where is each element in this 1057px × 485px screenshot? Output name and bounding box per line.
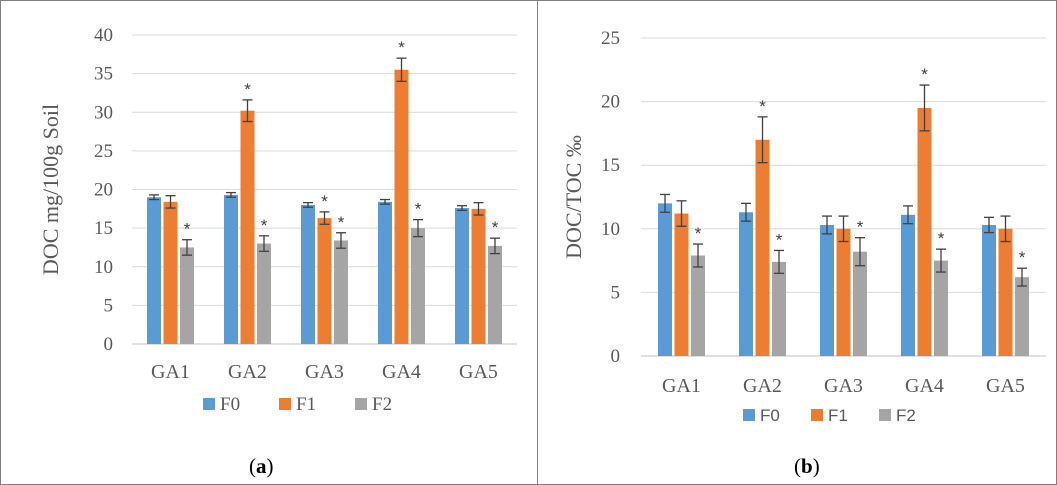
chart-b-category-label: GA1 (662, 375, 701, 397)
chart-b-svg: 0 5 10 15 20 25 DOC/TOC ‰ * GA1 * * GA2 * GA3 * * GA4 * GA… (561, 28, 1046, 425)
chart-a-significance-marker: * (244, 80, 251, 99)
chart-b-significance-marker: * (938, 229, 945, 248)
chart-a-legend-label-f1: F1 (296, 394, 316, 415)
chart-b-bar-f2 (934, 260, 948, 356)
chart-a-bar-f2 (411, 228, 425, 344)
chart-a-legend-swatch-f0 (203, 398, 215, 410)
chart-b-bar-f2 (853, 251, 867, 356)
caption-b-close: ) (812, 454, 820, 478)
caption-a-open: ( (249, 454, 256, 478)
chart-a-y-tick-label: 30 (94, 102, 113, 123)
chart-a-bar-f2 (334, 240, 348, 344)
chart-a-significance-marker: * (261, 216, 268, 235)
chart-b-y-tick-label: 15 (601, 155, 620, 176)
chart-a-y-tick-label: 5 (104, 295, 114, 316)
chart-a-bar-f0 (224, 194, 238, 344)
chart-a-y-tick-label: 10 (94, 257, 113, 278)
chart-a-bar-f1 (317, 218, 332, 344)
chart-a-category-label: GA4 (382, 361, 421, 383)
chart-a-legend-swatch-f1 (279, 398, 291, 410)
chart-b-y-tick-label: 10 (601, 219, 620, 240)
chart-b-category-label: GA4 (905, 375, 944, 397)
caption-a-close: ) (266, 454, 274, 478)
chart-b-significance-marker: * (695, 224, 702, 243)
chart-a-bar-f2 (257, 243, 271, 344)
chart-b-bar-f1 (674, 213, 689, 356)
chart-b-category-label: GA5 (986, 375, 1025, 397)
chart-b-y-axis-label: DOC/TOC ‰ (561, 135, 586, 259)
caption-b: (b) (794, 454, 820, 479)
chart-a-significance-marker: * (321, 192, 328, 211)
chart-b-y-tick-label: 20 (601, 92, 620, 113)
chart-b-bar-f0 (658, 203, 672, 356)
chart-a-category-label: GA5 (459, 361, 498, 383)
chart-a-bar-f0 (301, 204, 315, 344)
chart-b-bar-f0 (739, 212, 753, 356)
chart-b-significance-marker: * (776, 230, 783, 249)
chart-a-bar-f0 (455, 208, 469, 344)
chart-b-y-tick-label: 0 (611, 346, 621, 367)
chart-b-bar-f2 (772, 261, 786, 356)
chart-a-y-tick-label: 40 (94, 25, 113, 46)
chart-b-bar-f2 (691, 255, 705, 356)
chart-b-legend-label-f0: F0 (760, 406, 780, 425)
chart-a-y-axis-label: DOC mg/100g Soil (38, 104, 63, 275)
chart-a-significance-marker: * (184, 220, 191, 239)
chart-b-bar-f0 (982, 224, 996, 356)
chart-b-significance-marker: * (921, 65, 928, 84)
chart-b-category-label: GA3 (824, 375, 863, 397)
chart-b-bar-f0 (820, 224, 834, 356)
chart-a-legend-label-f2: F2 (372, 394, 392, 415)
chart-b-legend-label-f2: F2 (896, 406, 916, 425)
chart-a-category-label: GA1 (151, 361, 190, 383)
chart-panel-a: 0 5 10 15 20 25 30 35 40 DOC mg/100g Soil * GA1 * * GA… (0, 0, 538, 485)
chart-b-bar-f2 (1015, 277, 1029, 356)
chart-a-bar-f1 (240, 110, 255, 344)
chart-a-bar-f1 (471, 208, 486, 344)
chart-a-y-tick-label: 20 (94, 180, 113, 201)
caption-b-letter: b (801, 454, 813, 478)
caption-a: (a) (249, 454, 274, 479)
chart-b-legend-swatch-f2 (879, 409, 891, 421)
chart-b-legend-swatch-f0 (743, 409, 755, 421)
chart-b-significance-marker: * (857, 218, 864, 237)
chart-b-category-label: GA2 (743, 375, 782, 397)
chart-a-legend-swatch-f2 (355, 398, 367, 410)
chart-b-legend-label-f1: F1 (828, 406, 848, 425)
chart-a-bar-f2 (180, 247, 194, 344)
chart-a-bar-f0 (378, 201, 392, 344)
chart-b-bar-f1 (755, 139, 770, 356)
chart-b-y-tick-label: 25 (601, 28, 620, 49)
chart-a-significance-marker: * (338, 213, 345, 232)
chart-a-significance-marker: * (398, 38, 405, 57)
chart-a-bar-f1 (394, 69, 409, 344)
chart-b-legend-swatch-f1 (811, 409, 823, 421)
chart-a-y-tick-label: 0 (104, 334, 114, 355)
chart-b-bar-f0 (901, 214, 915, 356)
chart-a-category-label: GA2 (228, 361, 267, 383)
chart-b-significance-marker: * (759, 97, 766, 116)
chart-b-significance-marker: * (1019, 248, 1026, 267)
chart-a-bar-f1 (163, 201, 178, 344)
chart-b-bar-f1 (998, 228, 1013, 356)
chart-b-bar-f1 (917, 107, 932, 357)
chart-a-bar-f0 (147, 197, 161, 344)
caption-a-letter: a (256, 454, 267, 478)
chart-b-y-tick-label: 5 (611, 282, 621, 303)
chart-a-legend-label-f0: F0 (220, 394, 240, 415)
chart-a-svg: 0 5 10 15 20 25 30 35 40 DOC mg/100g Soil * GA1 * * GA… (38, 25, 517, 415)
chart-a-y-tick-label: 15 (94, 218, 113, 239)
chart-a-category-label: GA3 (305, 361, 344, 383)
chart-a-bar-f2 (488, 245, 502, 344)
chart-a-significance-marker: * (492, 218, 499, 237)
chart-b-bar-f1 (836, 228, 851, 356)
chart-panel-b: 0 5 10 15 20 25 DOC/TOC ‰ * GA1 * * GA2 * GA3 * * GA4 * GA… (537, 0, 1057, 485)
chart-a-significance-marker: * (415, 200, 422, 219)
chart-a-y-tick-label: 25 (94, 141, 113, 162)
chart-a-y-tick-label: 35 (94, 64, 113, 85)
caption-b-open: ( (794, 454, 801, 478)
